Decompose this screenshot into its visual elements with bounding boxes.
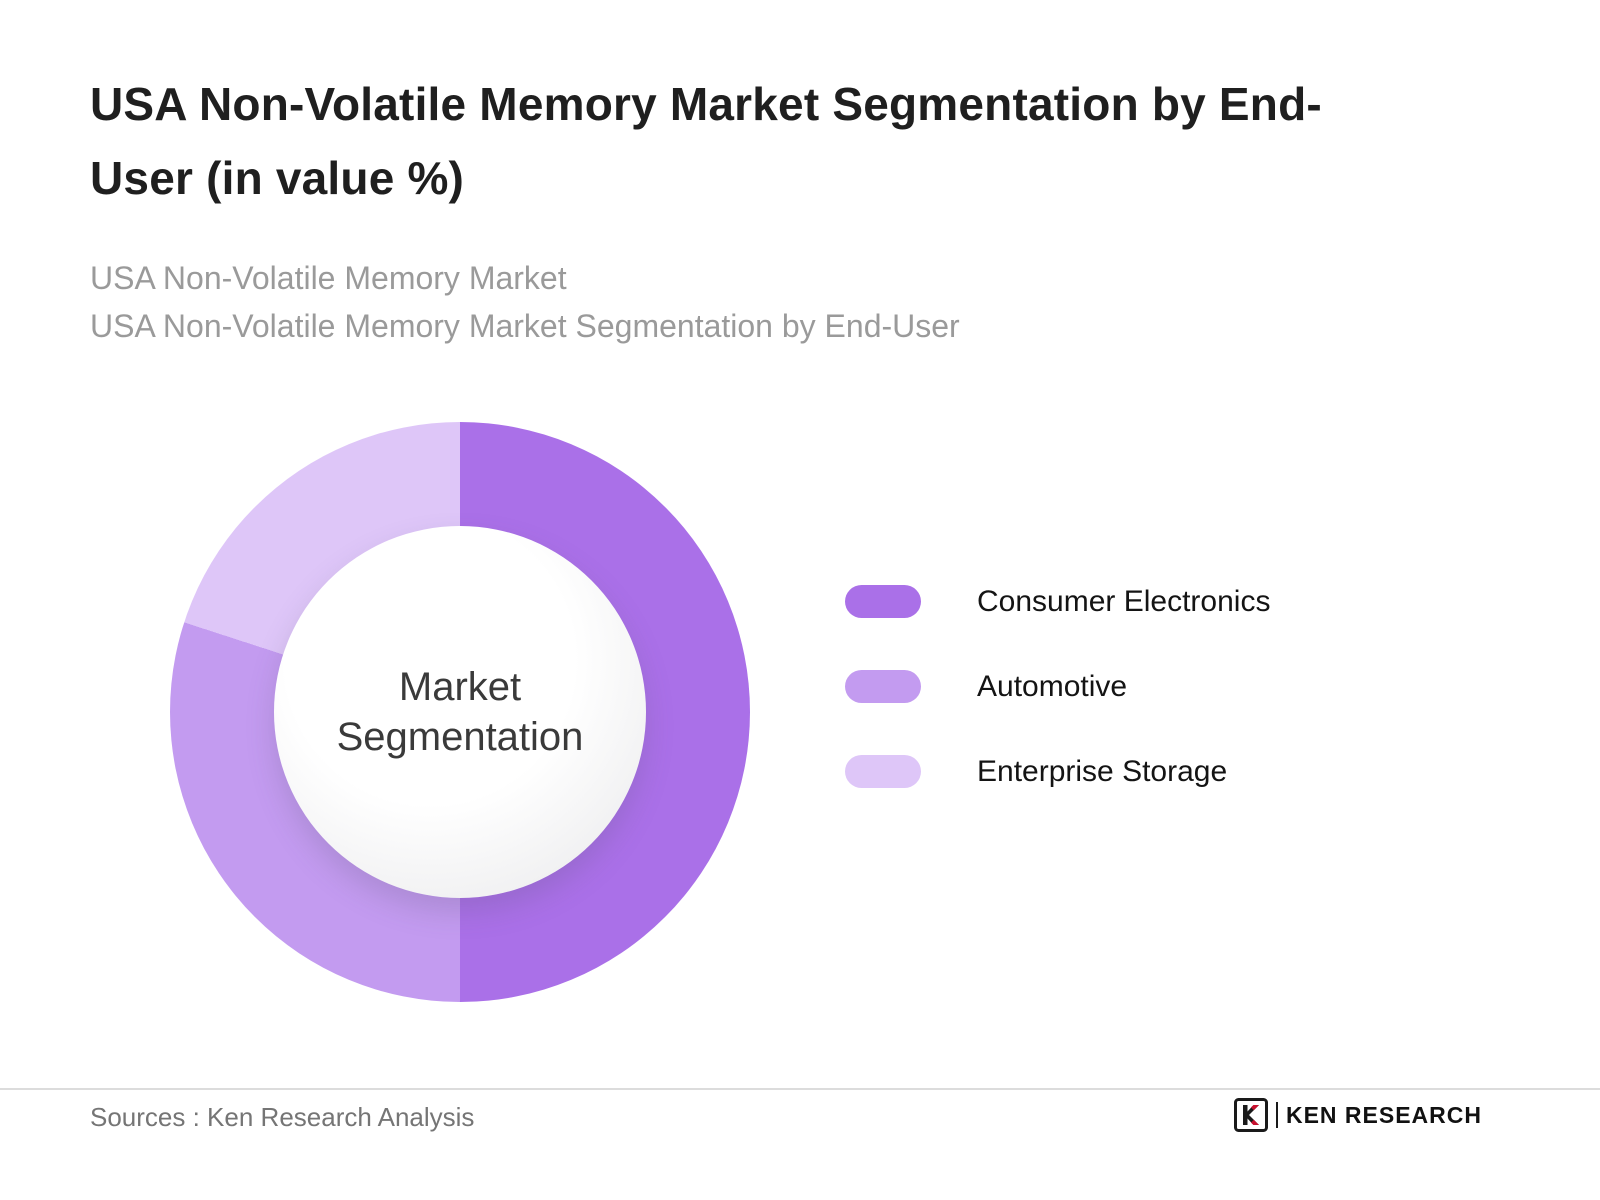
- logo-separator: [1275, 1102, 1278, 1128]
- legend-label: Consumer Electronics: [977, 584, 1271, 618]
- subtitle-line-1: USA Non-Volatile Memory Market: [90, 260, 567, 296]
- ken-research-logo: KEN RESEARCH: [1233, 1098, 1482, 1132]
- page-title-line-1: USA Non-Volatile Memory Market Segmentat…: [90, 78, 1322, 130]
- donut-center: Market Segmentation: [274, 526, 646, 898]
- chart-area: Market Segmentation Consumer Electronics…: [0, 400, 1600, 1040]
- footer-source-text: Sources : Ken Research Analysis: [90, 1102, 475, 1132]
- page-title: USA Non-Volatile Memory Market Segmentat…: [90, 68, 1510, 215]
- legend-label: Enterprise Storage: [977, 754, 1228, 788]
- donut-chart: Market Segmentation: [170, 422, 750, 1002]
- subtitle-line-2: USA Non-Volatile Memory Market Segmentat…: [90, 308, 960, 344]
- legend-item: Consumer Electronics: [845, 585, 1270, 618]
- legend-item: Enterprise Storage: [845, 755, 1270, 788]
- legend-label: Automotive: [977, 669, 1128, 703]
- legend-swatch: [845, 755, 921, 788]
- footer-divider: [0, 1088, 1600, 1090]
- logo-text: KEN RESEARCH: [1285, 1101, 1482, 1128]
- page-subtitle: USA Non-Volatile Memory Market USA Non-V…: [90, 254, 1510, 350]
- legend-item: Automotive: [845, 670, 1270, 703]
- legend-swatch: [845, 670, 921, 703]
- page-title-line-2: User (in value %): [90, 151, 465, 204]
- legend: Consumer Electronics Automotive Enterprise…: [845, 585, 1270, 788]
- legend-swatch: [845, 585, 921, 618]
- ken-research-logo-icon: [1233, 1098, 1268, 1132]
- donut-center-label: Market Segmentation: [336, 665, 584, 759]
